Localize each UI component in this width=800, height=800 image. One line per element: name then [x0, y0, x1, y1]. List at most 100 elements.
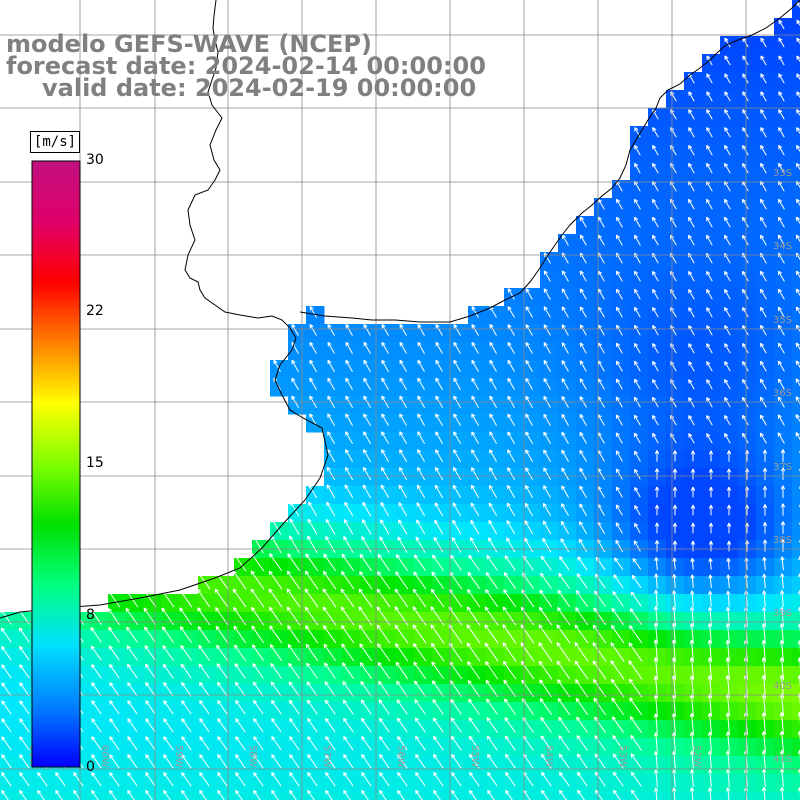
wind-arrow: [654, 468, 660, 480]
wind-speed-cell: [36, 792, 55, 800]
wind-arrow: [524, 537, 534, 553]
wind-arrow: [489, 323, 497, 336]
wind-arrow: [485, 679, 499, 698]
wind-arrow: [234, 663, 246, 679]
wind-arrow: [378, 717, 390, 733]
wind-arrow: [778, 37, 785, 48]
wind-arrow: [413, 661, 427, 680]
wind-arrow: [341, 643, 355, 662]
wind-arrow: [486, 717, 498, 733]
wind-arrow: [451, 753, 462, 769]
wind-arrow: [525, 467, 534, 481]
wind-arrow: [271, 518, 282, 535]
wind-arrow: [688, 198, 695, 210]
wind-arrow: [468, 554, 480, 571]
wind-arrow: [467, 571, 481, 590]
wind-arrow: [91, 682, 102, 697]
wind-arrow: [579, 342, 587, 354]
wind-arrow: [543, 467, 552, 481]
wind-arrow: [629, 697, 643, 716]
wind-arrow: [1, 772, 12, 787]
colorbar-tick-label: 0: [86, 759, 95, 775]
wind-arrow: [398, 484, 408, 499]
wind-arrow: [795, 414, 800, 423]
wind-arrow: [724, 216, 731, 228]
wind-arrow: [488, 484, 498, 499]
wind-arrow: [109, 718, 120, 733]
wind-arrow: [453, 359, 461, 372]
wind-arrow: [378, 680, 390, 697]
wind-arrow: [592, 642, 607, 662]
wind-arrow: [503, 572, 517, 589]
wind-arrow: [760, 306, 767, 318]
wind-arrow: [778, 216, 785, 228]
wind-arrow: [126, 663, 138, 679]
wind-arrow: [73, 789, 81, 800]
wind-arrow: [615, 504, 623, 516]
wind-arrow: [761, 657, 766, 681]
latitude-labels: 33S 34S 35S 36S 37S 38S 39S 40S 41S: [773, 168, 792, 765]
wind-arrow: [381, 323, 389, 336]
longitude-label: 59W: [173, 745, 184, 768]
wind-arrow: [396, 680, 408, 697]
wind-arrow: [540, 555, 552, 571]
wind-arrow: [289, 754, 300, 769]
wind-arrow: [109, 736, 120, 751]
wind-arrow: [253, 699, 264, 715]
wind-arrow: [37, 789, 45, 800]
wind-arrow: [742, 288, 749, 300]
wind-arrow: [325, 789, 333, 800]
wind-arrow: [630, 771, 642, 787]
wind-arrow: [777, 378, 785, 390]
wind-arrow: [778, 127, 785, 138]
wind-speed-cell: [666, 792, 685, 800]
wind-arrow: [435, 359, 443, 372]
wind-arrow: [779, 657, 784, 681]
wind-speed-cell: [342, 792, 361, 800]
wind-arrow: [288, 662, 300, 679]
wind-arrow: [363, 341, 371, 354]
wind-arrow: [543, 431, 552, 444]
wind-arrow: [575, 679, 589, 698]
wind-arrow: [161, 626, 175, 643]
wind-arrow: [19, 718, 30, 733]
wind-arrow: [467, 661, 481, 680]
wind-speed-cell: [468, 792, 487, 800]
wind-arrow: [216, 663, 228, 679]
wind-arrow: [162, 663, 174, 679]
wind-arrow: [634, 522, 641, 534]
wind-arrow: [307, 518, 318, 535]
wind-speed-cell: [792, 612, 800, 631]
wind-arrow: [557, 679, 571, 698]
wind-arrow: [652, 378, 659, 390]
wind-arrow: [19, 789, 27, 800]
wind-arrow: [632, 557, 642, 570]
wind-arrow: [415, 536, 426, 553]
longitude-label: 52W: [691, 745, 702, 768]
wind-arrow: [163, 681, 174, 697]
coastline: [0, 0, 800, 619]
wind-arrow: [628, 642, 643, 662]
wind-arrow: [652, 360, 659, 372]
wind-arrow: [778, 144, 785, 156]
wind-speed-cell: [792, 342, 800, 361]
wind-arrow: [610, 660, 625, 680]
wind-arrow: [542, 520, 552, 535]
wind-arrow: [726, 450, 732, 462]
wind-arrow: [690, 522, 696, 534]
wind-arrow: [543, 485, 552, 499]
wind-arrow: [466, 642, 481, 662]
wind-arrow: [180, 644, 192, 661]
wind-speed-cell: [396, 792, 415, 800]
wind-arrow: [561, 431, 569, 444]
wind-arrow: [145, 789, 153, 800]
wind-arrow: [376, 624, 391, 644]
wind-arrow: [742, 378, 749, 390]
wind-arrow: [724, 144, 731, 156]
wind-arrow: [725, 712, 731, 734]
wind-arrow: [708, 540, 714, 552]
wind-arrow: [414, 717, 426, 733]
wind-arrow: [453, 323, 461, 336]
wind-arrow: [414, 680, 427, 697]
wind-arrow: [109, 663, 120, 679]
